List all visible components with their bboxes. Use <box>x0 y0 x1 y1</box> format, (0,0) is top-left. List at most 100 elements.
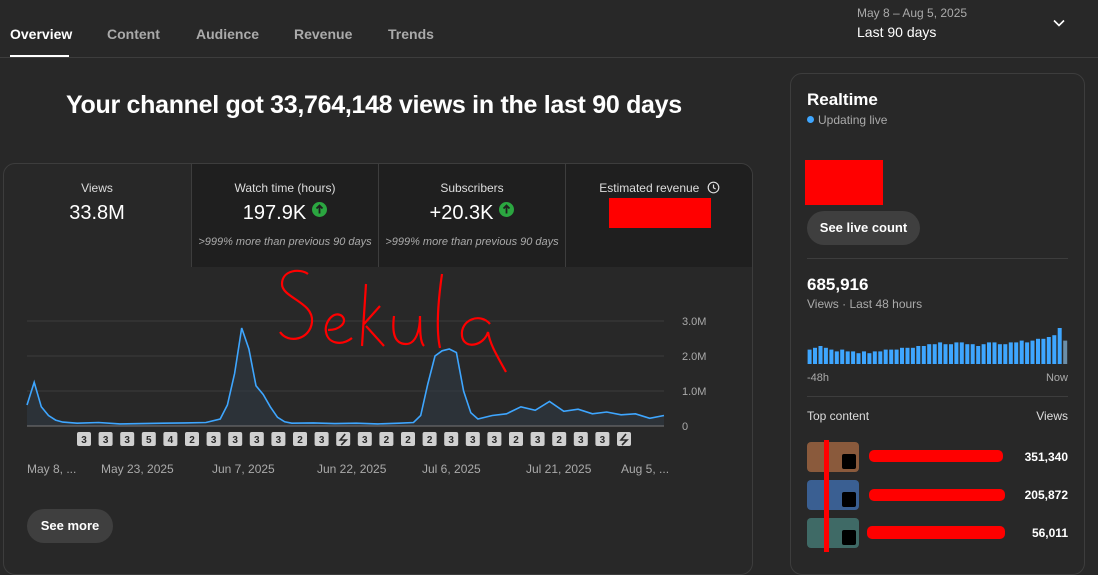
redacted-title <box>869 489 1005 501</box>
top-content-views: 351,340 <box>1024 450 1068 464</box>
analytics-tabs: Overview Content Audience Revenue Trends <box>0 0 780 58</box>
realtime-bar <box>856 353 861 364</box>
video-marker[interactable]: 3 <box>271 432 286 446</box>
realtime-status: Updating live <box>818 113 888 127</box>
metric-watch-time[interactable]: Watch time (hours) 197.9K >999% more tha… <box>191 164 378 267</box>
video-marker-count: 2 <box>189 435 195 446</box>
video-marker[interactable]: 2 <box>422 432 437 446</box>
video-marker[interactable]: 3 <box>357 432 372 446</box>
video-thumbnail <box>807 518 859 548</box>
tab-trends[interactable]: Trends <box>388 26 434 42</box>
divider <box>807 258 1068 259</box>
views-area-fill <box>27 328 664 426</box>
video-marker[interactable]: 3 <box>249 432 264 446</box>
video-marker[interactable]: 2 <box>509 432 523 446</box>
video-marker-count: 4 <box>168 435 174 446</box>
redacted-revenue <box>609 198 711 228</box>
realtime-bar <box>813 347 817 364</box>
video-marker[interactable]: 2 <box>293 432 307 446</box>
y-tick-label: 0 <box>682 421 688 433</box>
video-marker-count: 2 <box>513 435 519 446</box>
realtime-bar <box>938 342 943 364</box>
views-line <box>26 327 665 425</box>
realtime-bar <box>927 344 932 364</box>
realtime-views-value: 685,916 <box>807 275 869 294</box>
x-tick-label: Jul 21, 2025 <box>526 462 592 476</box>
date-range-text: May 8 – Aug 5, 2025 <box>857 6 968 20</box>
see-more-button[interactable]: See more <box>27 509 113 543</box>
metric-value-wrap: +20.3K <box>379 202 565 225</box>
realtime-bar <box>992 342 997 364</box>
metric-subscribers[interactable]: Subscribers +20.3K >999% more than previ… <box>378 164 565 267</box>
metric-estimated-revenue[interactable]: Estimated revenue <box>565 164 752 267</box>
video-marker[interactable]: 3 <box>120 432 135 446</box>
video-marker-count: 3 <box>492 435 498 446</box>
video-marker[interactable]: 4 <box>163 432 178 446</box>
metric-label: Views <box>81 181 113 195</box>
video-marker[interactable]: 3 <box>487 432 502 446</box>
realtime-bar <box>943 344 948 364</box>
top-content-row[interactable]: 56,011 <box>807 518 1068 548</box>
realtime-bar <box>1063 340 1068 364</box>
video-marker[interactable]: 3 <box>573 432 588 446</box>
video-marker[interactable] <box>336 432 351 446</box>
video-marker[interactable]: 2 <box>379 432 394 446</box>
video-marker[interactable]: 3 <box>444 432 459 446</box>
see-live-count-button[interactable]: See live count <box>807 211 920 245</box>
video-marker-count: 3 <box>124 435 130 446</box>
metric-comparison: >999% more than previous 90 days <box>198 236 372 248</box>
metric-comparison: >999% more than previous 90 days <box>385 236 559 248</box>
top-content-row[interactable]: 205,872 <box>807 480 1068 510</box>
video-marker[interactable]: 3 <box>314 432 329 446</box>
x-tick-label: Jun 22, 2025 <box>317 462 387 476</box>
views-chart[interactable]: 3.0M 2.0M 1.0M 0 3 3 3 5 4 2 3 3 3 3 2 3 3 2 2 2 3 3 3 2 3 2 3 3 M… <box>4 164 752 494</box>
video-marker[interactable]: 2 <box>185 432 199 446</box>
realtime-bar <box>883 349 888 364</box>
video-marker[interactable]: 2 <box>401 432 415 446</box>
video-marker[interactable]: 3 <box>465 432 480 446</box>
video-marker-count: 3 <box>319 435 325 446</box>
tab-overview[interactable]: Overview <box>10 26 73 42</box>
date-range-selector[interactable]: May 8 – Aug 5, 2025 Last 90 days <box>846 0 1086 52</box>
realtime-bar <box>1014 342 1019 364</box>
tab-audience[interactable]: Audience <box>196 26 260 42</box>
realtime-bar <box>1041 338 1046 364</box>
video-marker[interactable]: 3 <box>595 432 610 446</box>
tab-content[interactable]: Content <box>107 26 160 42</box>
realtime-bar <box>1046 337 1051 364</box>
top-content-label: Top content <box>807 409 870 423</box>
divider <box>807 396 1068 397</box>
trend-up-icon <box>499 202 515 217</box>
video-marker[interactable]: 2 <box>552 432 567 446</box>
realtime-bar <box>867 353 872 364</box>
metric-label: Watch time (hours) <box>234 181 336 195</box>
video-marker[interactable] <box>617 432 631 446</box>
metric-value: +20.3K <box>429 202 494 224</box>
video-marker[interactable]: 3 <box>98 432 113 446</box>
shorts-icon <box>338 433 349 446</box>
tab-revenue[interactable]: Revenue <box>294 26 353 42</box>
video-marker[interactable]: 3 <box>77 432 91 446</box>
realtime-bar <box>1036 338 1040 364</box>
header-divider <box>0 57 1098 58</box>
redaction-mark <box>824 440 829 552</box>
video-marker-count: 3 <box>470 435 476 446</box>
x-tick-label: Aug 5, ... <box>621 462 669 476</box>
overview-card: Views 33.8M Watch time (hours) 197.9K >9… <box>3 163 753 575</box>
video-marker-count: 3 <box>535 435 541 446</box>
video-marker[interactable]: 3 <box>206 432 221 446</box>
realtime-bar-chart[interactable] <box>807 324 1068 364</box>
y-tick-label: 3.0M <box>682 316 706 328</box>
date-range-label: Last 90 days <box>857 24 937 40</box>
video-marker[interactable]: 3 <box>228 432 243 446</box>
metric-views[interactable]: Views 33.8M <box>4 164 190 267</box>
page-title: Your channel got 33,764,148 views in the… <box>66 91 682 119</box>
shorts-icon <box>842 454 856 469</box>
top-content-row[interactable]: 351,340 <box>807 442 1068 472</box>
realtime-bar <box>1025 342 1030 364</box>
video-marker[interactable]: 5 <box>141 432 156 446</box>
realtime-bar <box>997 344 1002 364</box>
video-marker-count: 3 <box>103 435 109 446</box>
video-marker[interactable]: 3 <box>530 432 545 446</box>
realtime-bar <box>905 347 910 364</box>
